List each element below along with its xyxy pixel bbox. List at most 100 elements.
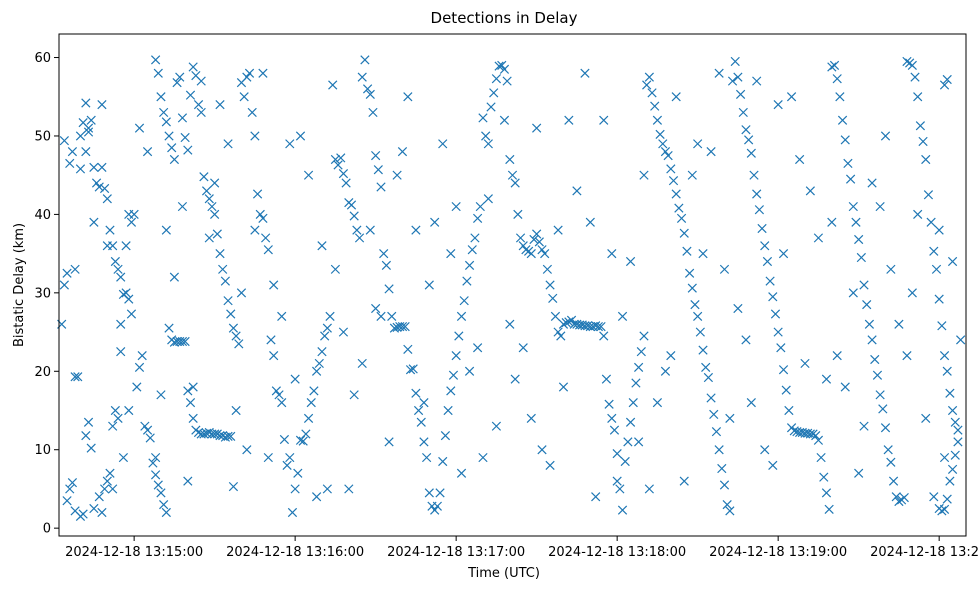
data-point — [642, 80, 652, 90]
data-point — [443, 405, 453, 416]
data-point — [499, 115, 510, 125]
data-point — [161, 225, 171, 235]
data-point — [497, 60, 507, 70]
data-point — [456, 468, 467, 478]
data-point — [532, 229, 542, 239]
data-point — [94, 182, 104, 192]
data-point — [126, 217, 137, 227]
data-point — [593, 321, 603, 332]
data-point — [185, 398, 196, 408]
data-point — [234, 339, 244, 349]
data-point — [201, 186, 212, 196]
data-point — [223, 431, 233, 442]
data-point — [773, 327, 783, 337]
data-point — [591, 492, 601, 502]
data-point — [585, 217, 595, 227]
data-point — [78, 509, 88, 519]
data-point — [475, 201, 485, 212]
data-point — [438, 456, 448, 467]
data-point — [644, 72, 654, 82]
data-point — [116, 319, 126, 329]
data-point — [142, 147, 153, 157]
data-point — [674, 203, 684, 213]
data-point — [150, 55, 161, 65]
data-point — [180, 132, 190, 143]
data-point — [660, 147, 671, 157]
y-tick-label: 10 — [34, 443, 51, 458]
data-point — [255, 209, 265, 220]
data-point — [537, 445, 547, 455]
data-point — [260, 233, 271, 243]
data-point — [89, 217, 99, 227]
data-point — [913, 92, 923, 102]
data-point — [322, 323, 332, 333]
data-point — [937, 321, 947, 331]
data-point — [478, 113, 488, 123]
data-point — [693, 311, 703, 321]
data-point — [311, 492, 322, 502]
data-point — [770, 309, 781, 319]
data-point — [185, 90, 196, 100]
data-point — [760, 445, 770, 455]
data-point — [867, 178, 877, 188]
data-point — [733, 303, 743, 314]
data-point — [368, 107, 378, 118]
data-point — [204, 233, 214, 243]
data-point — [451, 201, 461, 212]
data-point — [126, 309, 137, 319]
data-point — [752, 189, 762, 199]
data-point — [451, 350, 461, 361]
data-point — [121, 241, 131, 251]
data-point — [706, 147, 716, 157]
data-point — [510, 374, 520, 384]
data-point — [808, 429, 818, 439]
data-point — [432, 501, 442, 511]
data-point — [116, 347, 126, 357]
data-point — [314, 358, 324, 369]
data-point — [687, 283, 697, 293]
data-point — [371, 150, 381, 161]
data-point — [929, 492, 939, 502]
data-point — [854, 468, 864, 478]
data-point — [679, 476, 689, 486]
data-point — [596, 321, 606, 332]
data-point — [921, 413, 931, 423]
data-point — [306, 398, 316, 408]
data-point — [470, 233, 480, 243]
data-point — [156, 488, 166, 498]
data-point — [105, 225, 115, 235]
data-point — [880, 131, 891, 141]
data-point — [773, 99, 783, 110]
data-point — [478, 452, 488, 463]
data-point — [290, 374, 300, 384]
data-point — [102, 476, 112, 486]
data-point — [244, 68, 255, 78]
data-point — [376, 311, 386, 321]
data-point — [150, 452, 161, 463]
data-point — [515, 233, 526, 243]
data-point — [714, 445, 724, 455]
data-point — [730, 56, 740, 67]
data-point — [690, 299, 700, 310]
data-point — [338, 327, 349, 337]
data-point — [899, 492, 909, 503]
data-point — [939, 350, 950, 361]
data-point — [883, 445, 893, 455]
data-point — [698, 249, 708, 259]
data-point — [223, 139, 233, 149]
data-point — [781, 385, 791, 395]
data-point — [301, 429, 311, 439]
data-point — [693, 139, 703, 149]
data-point — [859, 280, 869, 290]
data-point — [397, 321, 408, 332]
data-point — [644, 484, 654, 494]
data-point — [352, 225, 362, 235]
data-point — [604, 399, 614, 409]
data-point — [397, 147, 408, 157]
data-point — [196, 107, 206, 118]
data-point — [811, 430, 821, 441]
data-point — [403, 92, 413, 102]
data-point — [169, 154, 180, 165]
data-point — [717, 463, 727, 474]
data-point — [891, 492, 901, 502]
